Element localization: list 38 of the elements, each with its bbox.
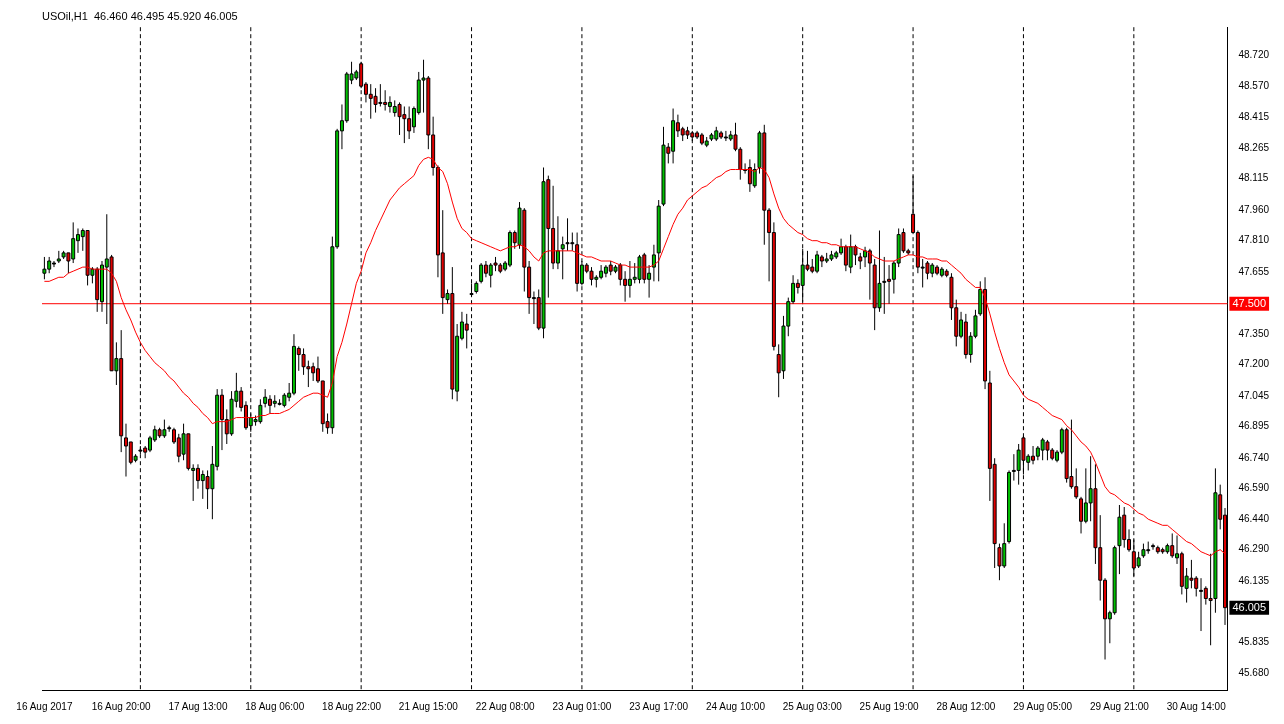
x-tick-label: 16 Aug 2017 — [16, 700, 73, 712]
y-tick-label: 47.655 — [1238, 265, 1270, 277]
y-tick-label: 46.590 — [1238, 482, 1270, 494]
y-tick-label: 48.570 — [1238, 79, 1270, 91]
y-tick-label: 46.440 — [1238, 512, 1270, 524]
x-tick-label: 17 Aug 13:00 — [168, 700, 228, 712]
x-tick-label: 18 Aug 06:00 — [245, 700, 305, 712]
x-tick-label: 29 Aug 05:00 — [1013, 700, 1073, 712]
y-tick-label: 47.960 — [1238, 203, 1270, 215]
x-tick-label: 22 Aug 08:00 — [475, 700, 536, 712]
y-tick-label: 46.135 — [1238, 574, 1270, 586]
x-tick-label: 23 Aug 17:00 — [629, 700, 689, 712]
x-tick-label: 16 Aug 20:00 — [91, 700, 152, 712]
x-tick-label: 24 Aug 10:00 — [706, 700, 766, 712]
y-tick-label: 47.810 — [1238, 234, 1270, 246]
y-tick-label: 45.680 — [1238, 667, 1270, 679]
chart-title: USOil,H1 46.460 46.495 45.920 46.005 — [42, 9, 238, 22]
x-tick-label: 25 Aug 03:00 — [782, 700, 843, 712]
y-tick-label: 47.045 — [1238, 389, 1270, 401]
y-tick-label: 46.895 — [1238, 420, 1270, 432]
x-tick-label: 25 Aug 19:00 — [859, 700, 919, 712]
y-tick-label: 47.350 — [1238, 327, 1270, 339]
x-tick-label: 29 Aug 21:00 — [1089, 700, 1150, 712]
y-tick-label: 46.290 — [1238, 543, 1270, 555]
ref-line-label: 47.500 — [1232, 296, 1267, 309]
x-tick-label: 30 Aug 14:00 — [1166, 700, 1227, 712]
y-tick-label: 45.835 — [1238, 635, 1270, 647]
x-tick-label: 18 Aug 22:00 — [322, 700, 382, 712]
y-tick-label: 48.265 — [1238, 141, 1270, 153]
y-tick-label: 48.720 — [1238, 49, 1270, 61]
annotation: 46.005 — [1232, 600, 1267, 613]
y-tick-label: 47.200 — [1238, 358, 1270, 370]
y-tick-label: 48.115 — [1238, 172, 1269, 184]
x-tick-label: 21 Aug 15:00 — [398, 700, 459, 712]
x-tick-label: 23 Aug 01:00 — [552, 700, 612, 712]
y-tick-label: 48.415 — [1238, 111, 1270, 123]
y-tick-label: 46.740 — [1238, 451, 1270, 463]
x-tick-label: 28 Aug 12:00 — [936, 700, 996, 712]
